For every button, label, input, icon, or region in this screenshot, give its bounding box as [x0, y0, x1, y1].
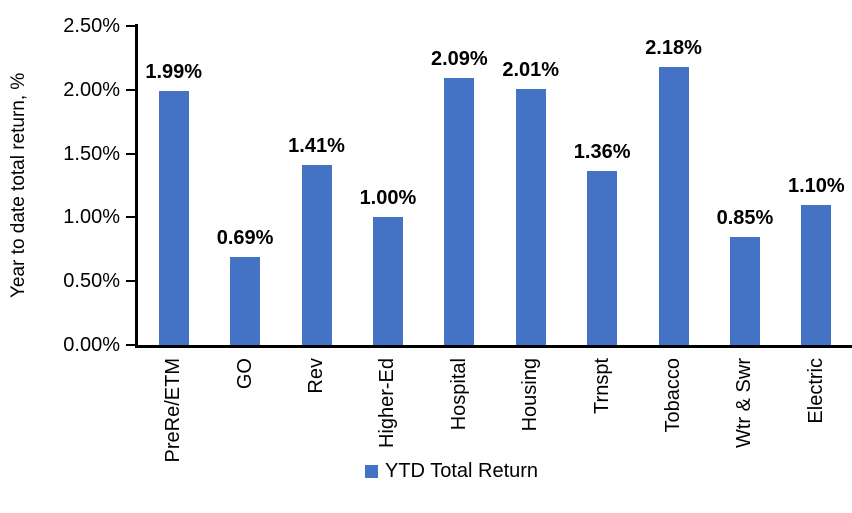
x-label-slot: PreRe/ETM	[138, 358, 209, 462]
bar	[372, 217, 403, 345]
y-axis-title: Year to date total return, %	[8, 72, 29, 299]
bar-value-label: 2.18%	[645, 36, 702, 59]
y-tick-mark	[126, 216, 135, 219]
bar-value-label: 1.10%	[788, 174, 845, 197]
x-label-slot: Rev	[281, 358, 352, 462]
x-label-slot: Electric	[781, 358, 852, 462]
y-tick-label: 2.50%	[63, 15, 120, 37]
plot-area: 1.99% 0.69% 1.41% 1.00% 2.09% 2.01% 1.36% 2.18%…	[138, 26, 852, 345]
bar-value-label: 1.99%	[145, 61, 203, 84]
y-tick-mark	[126, 25, 135, 27]
bar-value-label: 0.69%	[216, 226, 274, 249]
y-tick-mark	[126, 88, 135, 91]
x-label-slot: Higher-Ed	[352, 358, 423, 462]
bar-slot: 1.99%	[138, 26, 209, 345]
bar	[587, 171, 618, 345]
bar-slot: 0.69%	[209, 26, 280, 345]
bar	[444, 78, 475, 345]
bar-slot: 1.00%	[352, 26, 423, 345]
bar-value-label: 1.41%	[288, 135, 345, 158]
x-axis-label: Higher-Ed	[376, 358, 399, 449]
bar-slot: 2.09%	[424, 26, 495, 345]
bar	[658, 66, 689, 345]
bar-value-label: 2.09%	[430, 48, 488, 71]
x-axis-label: Hospital	[447, 358, 470, 431]
bar	[230, 256, 261, 345]
bar	[729, 236, 760, 345]
x-axis-label: Housing	[519, 358, 542, 432]
bar-value-label: 1.36%	[573, 141, 631, 164]
x-label-slot: Housing	[495, 358, 566, 462]
x-axis-label: Electric	[804, 358, 827, 424]
bar-value-label: 2.01%	[502, 58, 560, 81]
bar-value-label: 0.85%	[716, 206, 774, 229]
legend: YTD Total Return	[365, 460, 538, 483]
x-axis-label: GO	[233, 358, 256, 390]
y-tick-label: 0.50%	[63, 270, 120, 293]
x-axis-labels: PreRe/ETM GO Rev Higher-Ed Hospital Housing Tr…	[138, 358, 852, 462]
x-label-slot: GO	[209, 358, 280, 462]
bar-slot: 2.01%	[495, 26, 566, 345]
x-label-slot: Wtr & Swr	[709, 358, 780, 462]
bar	[301, 165, 332, 345]
y-tick-mark	[126, 344, 135, 346]
x-axis-label: Wtr & Swr	[733, 358, 756, 448]
y-tick-label: 1.00%	[63, 206, 120, 229]
y-tick-label: 0.00%	[63, 334, 120, 356]
bar-slot: 1.10%	[781, 26, 852, 345]
x-axis-label: Trnspt	[590, 358, 613, 414]
bar	[801, 204, 832, 345]
x-axis-line	[135, 345, 852, 348]
x-axis-label: Tobacco	[662, 358, 685, 433]
legend-label: YTD Total Return	[385, 460, 539, 482]
y-tick-label: 1.50%	[63, 142, 120, 165]
bar-slot: 1.41%	[281, 26, 352, 345]
bar-slot: 0.85%	[709, 26, 780, 345]
bar-value-label: 1.00%	[359, 187, 417, 210]
x-axis-label: PreRe/ETM	[162, 358, 185, 463]
y-tick-mark	[126, 152, 135, 155]
bar	[158, 91, 189, 345]
bar	[515, 88, 546, 345]
y-tick-mark	[126, 280, 135, 283]
x-axis-label: Rev	[305, 358, 328, 394]
legend-swatch-icon	[365, 465, 378, 478]
y-tick-label: 2.00%	[63, 78, 120, 101]
x-label-slot: Trnspt	[566, 358, 637, 462]
x-label-slot: Tobacco	[638, 358, 709, 462]
bar-slot: 1.36%	[566, 26, 637, 345]
x-label-slot: Hospital	[424, 358, 495, 462]
bar-slot: 2.18%	[638, 26, 709, 345]
y-axis-line	[135, 24, 138, 348]
